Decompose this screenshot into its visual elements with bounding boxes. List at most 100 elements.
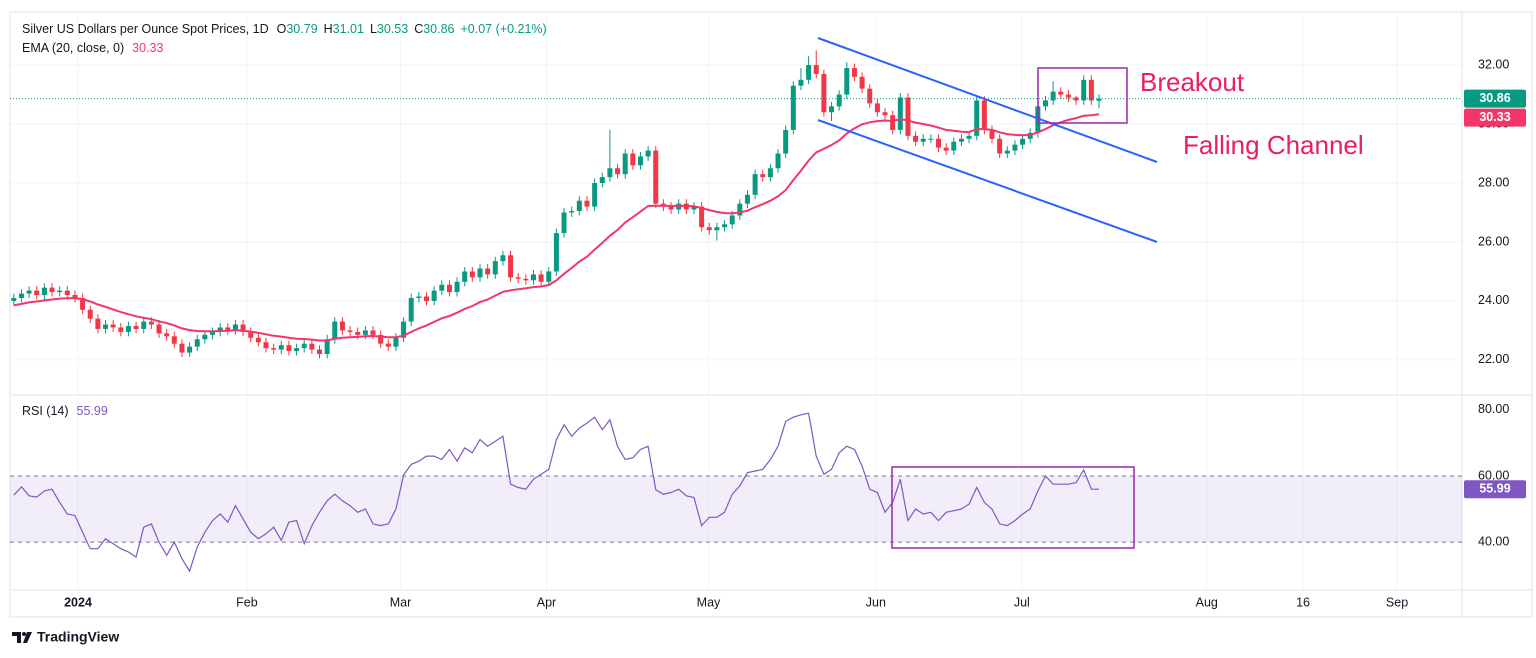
candle-body xyxy=(668,206,674,210)
candle-body xyxy=(217,327,223,332)
candle-body xyxy=(18,293,24,298)
candle-body xyxy=(194,339,200,347)
ohlc-letter: O xyxy=(277,22,287,36)
candle-body xyxy=(569,211,575,213)
candle-body xyxy=(599,177,605,184)
candle-body xyxy=(951,141,957,151)
candle-body xyxy=(148,321,154,325)
candle-body xyxy=(11,297,17,301)
candle-body xyxy=(622,153,628,175)
candle-body xyxy=(286,345,292,352)
candle-body xyxy=(225,327,231,331)
ema-line xyxy=(13,113,1100,342)
candle-body xyxy=(958,138,964,142)
x-tick-label: May xyxy=(697,595,721,609)
x-tick-label: 16 xyxy=(1296,595,1310,609)
candle-body xyxy=(301,343,307,349)
candle-body xyxy=(836,94,842,107)
channel-upper xyxy=(817,37,1158,163)
candle-body xyxy=(271,348,277,350)
candle-body xyxy=(882,112,888,116)
candle-body xyxy=(1088,79,1094,101)
x-tick-label: Sep xyxy=(1386,595,1408,609)
x-tick-label: 2024 xyxy=(64,595,92,609)
rsi-tick-label: 40.00 xyxy=(1478,534,1509,548)
price-tag-label: 55.99 xyxy=(1479,482,1510,496)
candle-body xyxy=(232,324,238,331)
logo-icon xyxy=(12,632,21,643)
candle-body xyxy=(966,135,972,139)
candle-body xyxy=(210,331,216,335)
candle-body xyxy=(80,297,86,310)
candle-body xyxy=(416,296,422,298)
candle-body xyxy=(508,255,514,278)
price-tag-label: 30.33 xyxy=(1479,110,1510,124)
candle-body xyxy=(874,103,880,113)
candle-body xyxy=(179,343,185,353)
candle-body xyxy=(278,345,284,350)
candle-body xyxy=(240,324,246,332)
candle-body xyxy=(370,330,376,335)
candle-body xyxy=(936,138,942,148)
candle-body xyxy=(332,321,338,340)
candle-body xyxy=(1065,94,1071,98)
candle-body xyxy=(897,97,903,130)
legend: EMA (20, close, 0) 30.33 xyxy=(22,41,163,55)
rsi-tick-label: 60.00 xyxy=(1478,468,1509,482)
ema-value: 30.33 xyxy=(132,41,163,55)
candle-body xyxy=(653,150,659,204)
candle-body xyxy=(485,268,491,275)
candle-body xyxy=(41,287,47,296)
candle-body xyxy=(49,287,55,293)
candle-body xyxy=(1012,144,1018,151)
candle-body xyxy=(26,290,32,294)
candle-body xyxy=(920,138,926,142)
y-tick-label: 26.00 xyxy=(1478,234,1509,248)
candle-body xyxy=(423,296,429,301)
candle-body xyxy=(118,327,124,332)
candle-body xyxy=(752,174,758,195)
ohlc-value: 30.79 xyxy=(286,22,317,36)
candle-body xyxy=(454,281,460,293)
candle-body xyxy=(592,183,598,207)
candle-body xyxy=(492,261,498,275)
logo-icon xyxy=(23,632,32,643)
candle-body xyxy=(813,65,819,74)
candle-body xyxy=(706,227,712,231)
candle-body xyxy=(997,138,1003,154)
candle-body xyxy=(294,348,300,352)
channel-lower xyxy=(817,119,1158,243)
candle-body xyxy=(95,318,101,329)
candle-body xyxy=(324,339,330,355)
candle-body xyxy=(477,268,483,278)
candle-body xyxy=(553,233,559,272)
candle-body xyxy=(775,153,781,169)
candle-body xyxy=(255,337,261,343)
candle-body xyxy=(187,346,193,353)
candle-body xyxy=(500,255,506,262)
candle-body xyxy=(867,88,873,104)
candle-body xyxy=(462,271,468,282)
breakout-box xyxy=(1037,67,1128,124)
candle-body xyxy=(125,326,131,332)
candle-body xyxy=(523,278,529,281)
candle-body xyxy=(164,333,170,337)
candle-body xyxy=(806,65,812,80)
candle-body xyxy=(87,309,93,319)
candle-body xyxy=(385,343,391,347)
candle-body xyxy=(317,349,323,355)
candle-body xyxy=(981,100,987,130)
candle-body xyxy=(1004,150,1010,154)
rsi-name: RSI (14) xyxy=(22,404,69,418)
frame xyxy=(9,11,1533,618)
y-tick-label: 24.00 xyxy=(1478,293,1509,307)
candle-body xyxy=(393,337,399,347)
price-tag-label: 30.86 xyxy=(1479,91,1510,105)
candle-body xyxy=(171,336,177,344)
ema-name: EMA (20, close, 0) xyxy=(22,41,124,55)
candle-body xyxy=(928,138,934,140)
x-tick-label: Aug xyxy=(1196,595,1218,609)
ohlc-letter: H xyxy=(324,22,333,36)
candle-body xyxy=(645,150,651,157)
